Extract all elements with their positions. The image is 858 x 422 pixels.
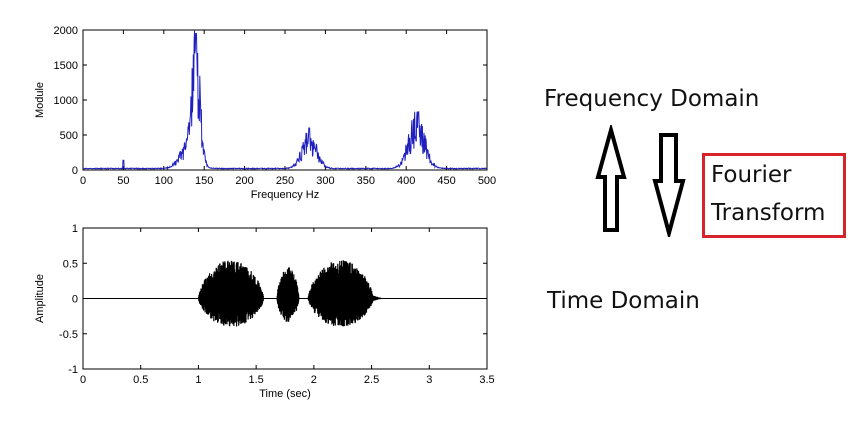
x-tick-label: 2.5	[364, 374, 379, 386]
y-tick-label: 500	[60, 130, 78, 142]
fourier-transform-box: Fourier Transform	[702, 153, 846, 238]
x-tick-label: 3.5	[479, 374, 494, 386]
x-tick-label: 1	[195, 374, 201, 386]
x-tick-label: 0	[80, 175, 86, 187]
x-tick-label: 50	[117, 175, 129, 187]
y-tick-label: 1000	[54, 95, 78, 107]
x-axis-label: Frequency Hz	[251, 189, 319, 201]
down-arrow-icon	[652, 133, 686, 237]
y-tick-label: -1	[68, 364, 78, 376]
fourier-label: Fourier	[711, 162, 792, 188]
plot-frame	[82, 29, 488, 171]
x-tick-label: 150	[195, 175, 213, 187]
y-axis-label: Module	[34, 82, 46, 118]
x-tick-label: 1.5	[248, 374, 263, 386]
y-tick-label: -0.5	[59, 329, 78, 341]
y-tick-label: 0	[72, 294, 78, 306]
x-tick-label: 0	[80, 374, 86, 386]
x-tick-label: 0.5	[133, 374, 148, 386]
x-axis-label: Time (sec)	[259, 388, 311, 400]
x-tick-label: 450	[437, 175, 455, 187]
waveform-signal	[197, 260, 384, 327]
x-tick-label: 2	[311, 374, 317, 386]
up-arrow-icon	[595, 125, 627, 232]
y-tick-label: 0.5	[63, 258, 78, 270]
frequency-domain-label: Frequency Domain	[544, 86, 760, 112]
plots-canvas: 0 50 100 150 200 250 300 350 400 450 5000500100015…	[34, 25, 496, 400]
transform-arrows	[595, 125, 686, 237]
x-tick-label: 400	[397, 175, 415, 187]
x-tick-label: 250	[276, 175, 294, 187]
transform-label: Transform	[711, 200, 826, 226]
x-tick-label: 100	[155, 175, 173, 187]
time-domain-label: Time Domain	[547, 288, 700, 314]
y-tick-label: 1500	[54, 60, 78, 72]
y-tick-label: 1	[72, 223, 78, 235]
x-tick-label: 500	[478, 175, 496, 187]
x-tick-label: 200	[235, 175, 253, 187]
x-tick-label: 3	[426, 374, 432, 386]
x-tick-label: 350	[357, 175, 375, 187]
y-tick-label: 0	[72, 165, 78, 177]
y-axis-label: Amplitude	[34, 274, 46, 323]
spectrum-line	[83, 30, 488, 171]
frequency-spectrum-plot: 0 50 100 150 200 250 300 350 400 450 500 0 500 1000 15…	[34, 25, 496, 201]
x-tick-label: 300	[316, 175, 334, 187]
time-waveform-plot: 0 0.5 1 1.5 2 2.5 3 3.5 -1 -0.5 0 0.5 1 Time (sec) Amp…	[34, 223, 495, 400]
y-tick-label: 2000	[54, 25, 78, 37]
